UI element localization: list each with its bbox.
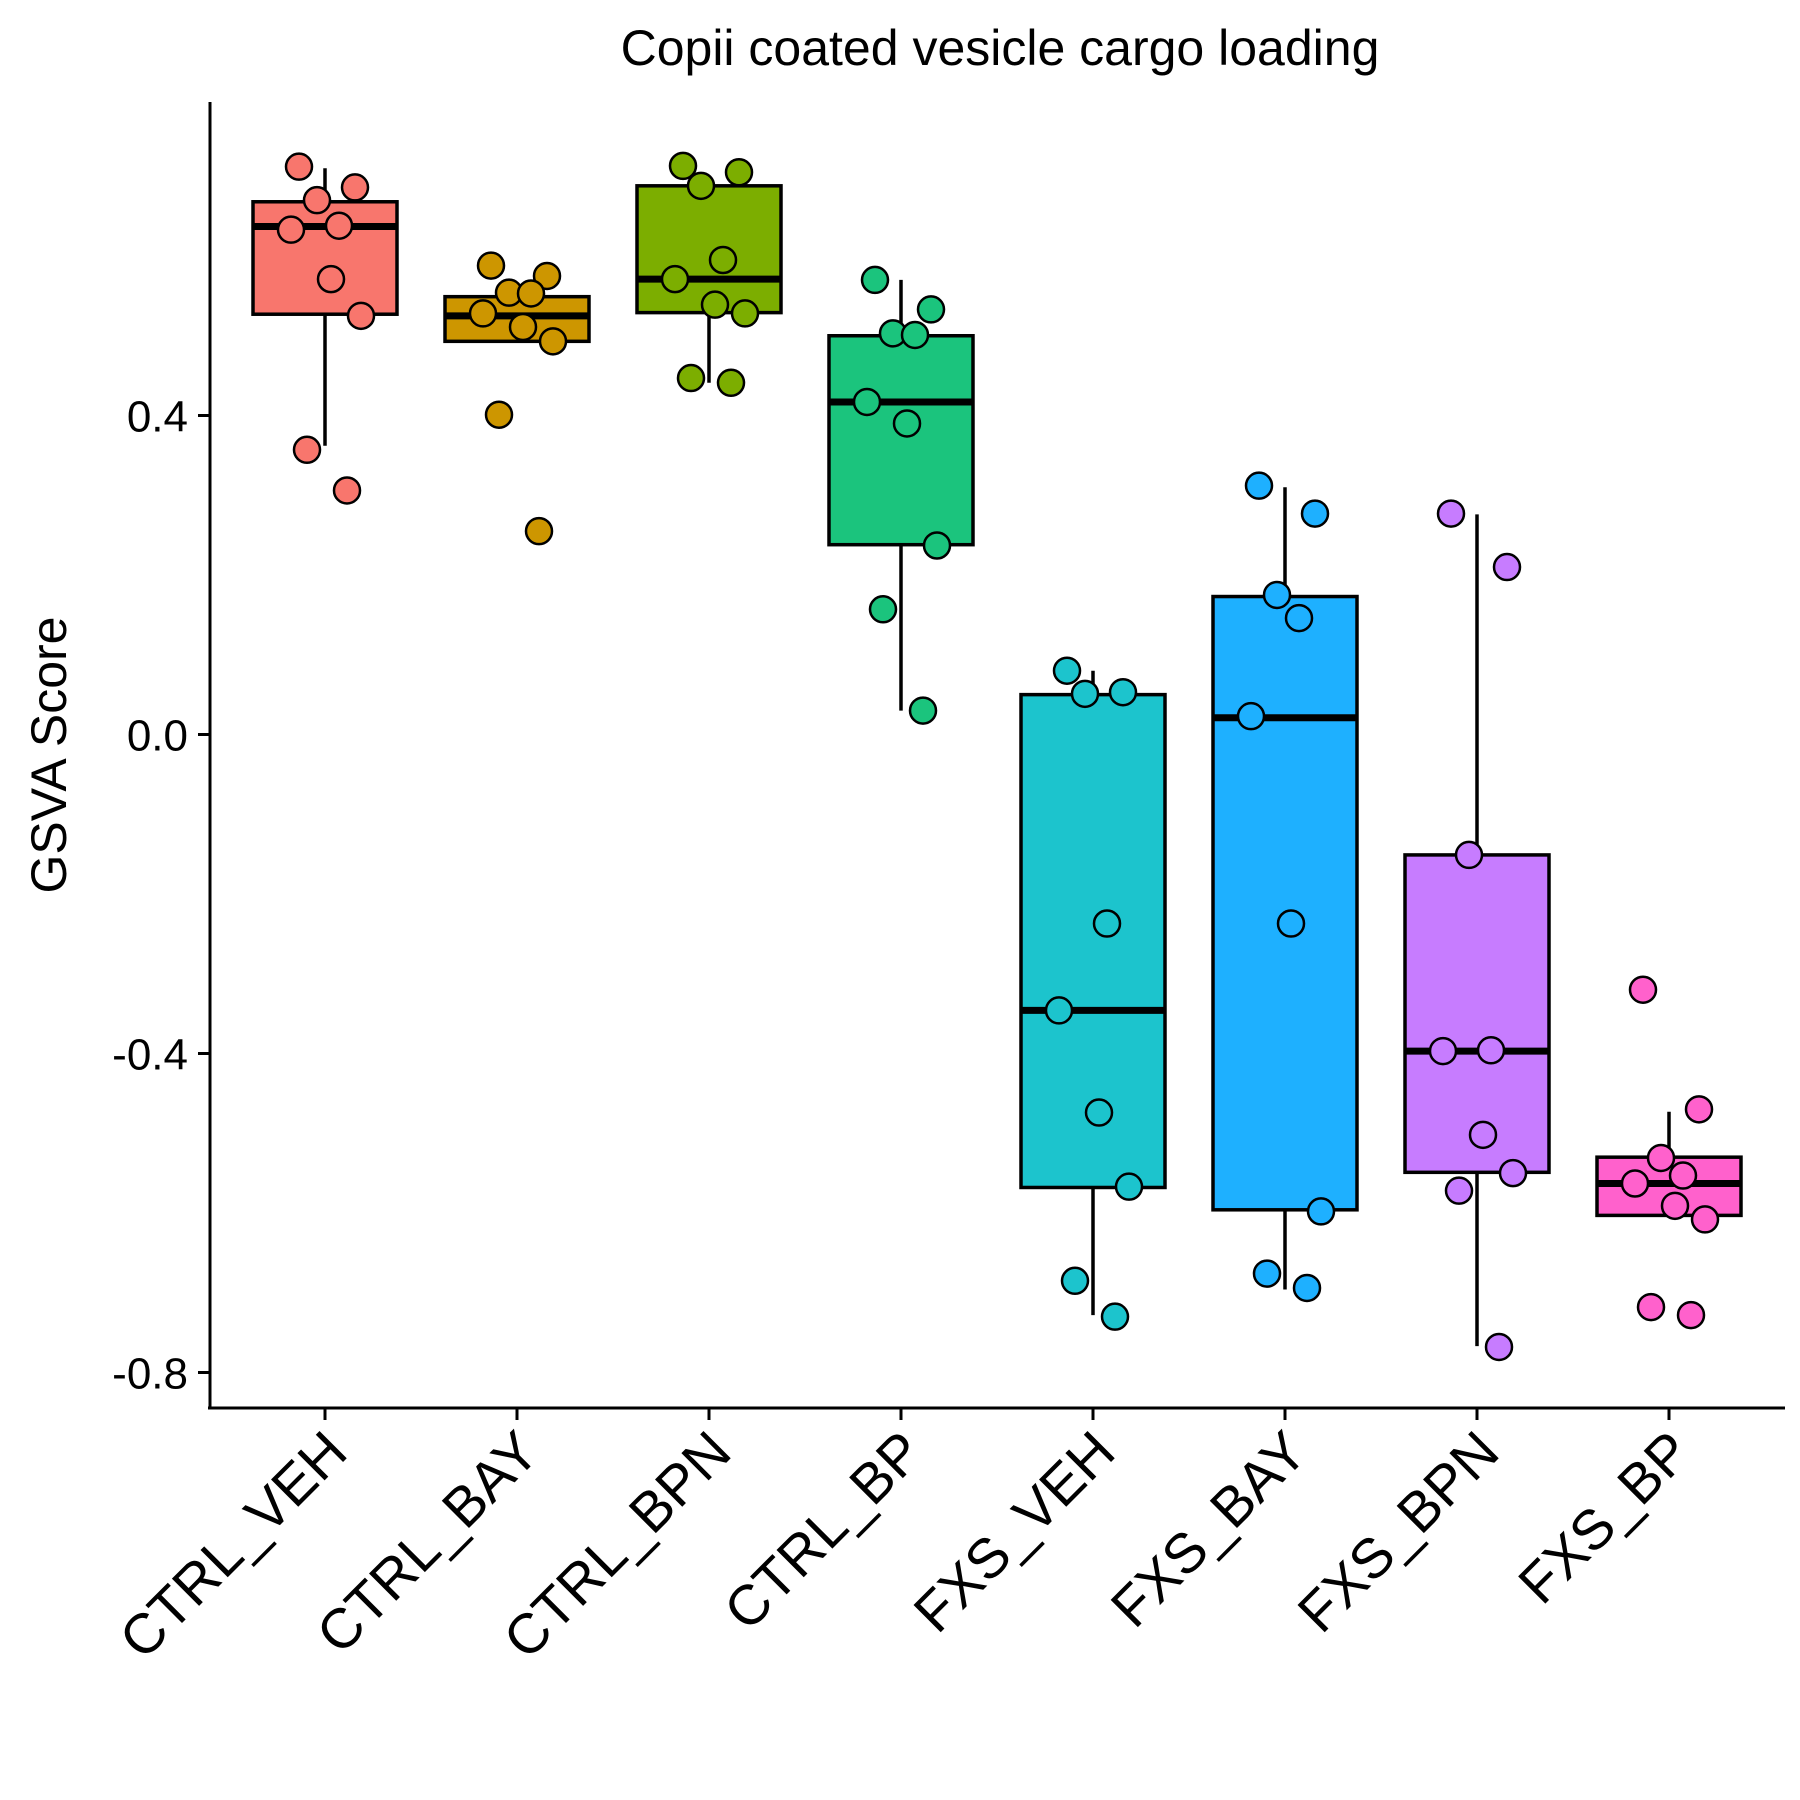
data-point bbox=[1684, 1095, 1714, 1124]
data-point bbox=[508, 312, 538, 342]
data-point bbox=[1100, 1302, 1130, 1331]
y-axis-label: GSVA Score bbox=[21, 617, 77, 894]
data-point bbox=[1084, 1098, 1114, 1127]
data-point bbox=[468, 299, 498, 328]
data-point bbox=[716, 368, 746, 398]
data-point bbox=[302, 185, 332, 215]
axes-layer bbox=[208, 102, 1785, 1410]
data-point bbox=[1236, 701, 1266, 731]
data-point bbox=[1690, 1205, 1720, 1234]
data-point bbox=[1636, 1292, 1666, 1322]
data-point bbox=[868, 595, 898, 624]
data-point bbox=[660, 264, 690, 294]
data-point bbox=[1676, 1300, 1706, 1330]
data-point bbox=[1292, 1273, 1322, 1303]
data-point bbox=[908, 696, 938, 725]
data-point bbox=[1492, 552, 1522, 582]
data-point bbox=[668, 151, 698, 181]
box-FXS_BAY bbox=[1211, 594, 1359, 1212]
data-point bbox=[324, 211, 354, 240]
y-ticks: -0.8 -0.4 0.0 0.4 bbox=[112, 393, 210, 1399]
data-point bbox=[332, 476, 362, 505]
data-point bbox=[1252, 1259, 1282, 1288]
data-point bbox=[852, 387, 882, 417]
data-point bbox=[1044, 996, 1074, 1025]
chart-title: Copii coated vesicle cargo loading bbox=[621, 20, 1380, 76]
data-point bbox=[916, 295, 946, 324]
data-point bbox=[1628, 975, 1658, 1004]
data-point bbox=[724, 158, 754, 187]
x-tick-label: FXS_BP bbox=[1506, 1419, 1702, 1615]
data-point bbox=[1454, 840, 1484, 870]
data-point bbox=[1306, 1197, 1336, 1226]
data-point bbox=[276, 215, 306, 244]
data-point bbox=[1070, 679, 1100, 709]
data-point bbox=[1444, 1176, 1474, 1205]
data-point bbox=[1484, 1332, 1514, 1362]
data-point bbox=[922, 531, 952, 560]
data-point bbox=[1284, 603, 1314, 633]
data-point bbox=[686, 171, 716, 201]
box-FXS_BPN bbox=[1403, 853, 1551, 1175]
data-point bbox=[708, 245, 738, 275]
data-point bbox=[484, 400, 514, 429]
data-point bbox=[1476, 1036, 1506, 1065]
data-point bbox=[1276, 909, 1306, 938]
data-point bbox=[292, 435, 322, 465]
data-point bbox=[1114, 1172, 1144, 1201]
data-point bbox=[516, 279, 546, 308]
data-point bbox=[476, 251, 506, 280]
data-point bbox=[900, 320, 930, 350]
x-tick-label: CTRL_BP bbox=[712, 1419, 935, 1642]
data-point bbox=[1620, 1169, 1650, 1198]
x-ticks: CTRL_VEHCTRL_BAYCTRL_BPNCTRL_BPFXS_VEHFX… bbox=[107, 1408, 1702, 1670]
data-point bbox=[1052, 656, 1082, 685]
data-point bbox=[284, 152, 314, 181]
x-tick-label: FXS_BPN bbox=[1285, 1419, 1510, 1644]
data-point bbox=[1300, 499, 1330, 528]
box-CTRL_VEH bbox=[251, 200, 399, 316]
y-tick-label: -0.8 bbox=[112, 1350, 188, 1399]
y-tick-label: 0.0 bbox=[127, 712, 188, 761]
data-point bbox=[1092, 909, 1122, 938]
data-point bbox=[730, 299, 760, 328]
x-tick-label: FXS_BAY bbox=[1099, 1419, 1319, 1639]
y-tick-label: 0.4 bbox=[127, 393, 188, 442]
box-CTRL_BP bbox=[827, 334, 975, 547]
data-point bbox=[524, 516, 554, 546]
x-tick-label: FXS_VEH bbox=[901, 1419, 1126, 1644]
data-point bbox=[676, 363, 706, 393]
data-point bbox=[1646, 1143, 1676, 1173]
data-point bbox=[1244, 471, 1274, 500]
data-point bbox=[700, 290, 730, 319]
boxplot-layer bbox=[251, 168, 1743, 1347]
data-point bbox=[1060, 1266, 1090, 1296]
data-point bbox=[1108, 677, 1138, 707]
points-layer bbox=[276, 151, 1720, 1362]
data-point bbox=[1498, 1158, 1528, 1188]
data-point bbox=[1668, 1161, 1698, 1190]
data-point bbox=[1262, 580, 1292, 610]
data-point bbox=[316, 264, 346, 294]
data-point bbox=[1428, 1036, 1458, 1066]
y-tick-label: -0.4 bbox=[112, 1031, 188, 1080]
data-point bbox=[892, 409, 922, 438]
data-point bbox=[1660, 1191, 1690, 1221]
data-point bbox=[346, 301, 376, 331]
data-point bbox=[532, 261, 562, 291]
data-point bbox=[860, 265, 890, 295]
data-point bbox=[1436, 499, 1466, 528]
data-point bbox=[538, 327, 568, 356]
data-point bbox=[340, 173, 370, 202]
data-point bbox=[1468, 1120, 1498, 1150]
